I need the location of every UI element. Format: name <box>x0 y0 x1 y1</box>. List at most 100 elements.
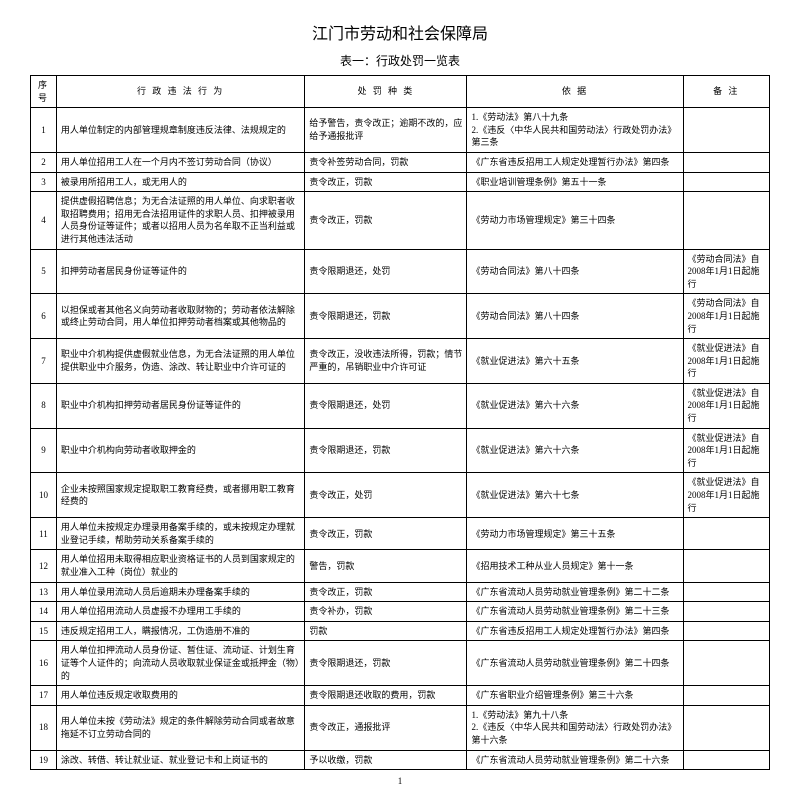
cell-note: 《就业促进法》自2008年1月1日起施行 <box>683 339 769 384</box>
cell-num: 9 <box>31 428 57 473</box>
cell-penalty: 责令补办，罚款 <box>305 602 467 622</box>
cell-basis: 《就业促进法》第六十七条 <box>467 473 683 518</box>
cell-basis: 《就业促进法》第六十六条 <box>467 428 683 473</box>
cell-penalty: 责令改正，没收违法所得，罚款；情节严重的，吊销职业中介许可证 <box>305 339 467 384</box>
table-row: 5扣押劳动者居民身份证等证件的责令限期退还，处罚《劳动合同法》第八十四条《劳动合… <box>31 249 770 294</box>
cell-basis: 《广东省流动人员劳动就业管理条例》第二十三条 <box>467 602 683 622</box>
cell-note <box>683 621 769 641</box>
table-row: 4提供虚假招聘信息；为无合法证照的用人单位、向求职者收取招聘费用；招用无合法招用… <box>31 192 770 249</box>
cell-num: 2 <box>31 152 57 172</box>
page-title: 江门市劳动和社会保障局 <box>30 20 770 44</box>
cell-penalty: 给予警告，责令改正；逾期不改的，应给予通报批评 <box>305 108 467 153</box>
cell-basis: 《广东省流动人员劳动就业管理条例》第二十二条 <box>467 582 683 602</box>
header-action: 行 政 违 法 行 为 <box>56 76 304 108</box>
cell-basis: 《广东省违反招用工人规定处理暂行办法》第四条 <box>467 152 683 172</box>
table-row: 12用人单位招用未取得相应职业资格证书的人员到国家规定的就业准入工种（岗位）就业… <box>31 550 770 582</box>
cell-note <box>683 172 769 192</box>
cell-action: 用人单位录用流动人员后逾期未办理备案手续的 <box>56 582 304 602</box>
cell-action: 扣押劳动者居民身份证等证件的 <box>56 249 304 294</box>
cell-note: 《劳动合同法》自2008年1月1日起施行 <box>683 249 769 294</box>
cell-action: 企业未按照国家规定提取职工教育经费，或者挪用职工教育经费的 <box>56 473 304 518</box>
cell-num: 1 <box>31 108 57 153</box>
penalty-table: 序号 行 政 违 法 行 为 处 罚 种 类 依 据 备 注 1用人单位制定的内… <box>30 75 770 770</box>
cell-penalty: 责令改正，通报批评 <box>305 705 467 750</box>
cell-num: 3 <box>31 172 57 192</box>
cell-note <box>683 686 769 706</box>
cell-action: 用人单位扣押流动人员身份证、暂住证、流动证、计划生育证等个人证件的；向流动人员收… <box>56 641 304 686</box>
cell-action: 用人单位违反规定收取费用的 <box>56 686 304 706</box>
cell-action: 用人单位未按规定办理录用备案手续的，或未按规定办理就业登记手续，帮助劳动关系备案… <box>56 518 304 550</box>
cell-action: 职业中介机构扣押劳动者居民身份证等证件的 <box>56 383 304 428</box>
cell-action: 职业中介机构提供虚假就业信息，为无合法证照的用人单位提供职业中介服务，伪造、涂改… <box>56 339 304 384</box>
cell-penalty: 责令限期退还，处罚 <box>305 249 467 294</box>
cell-action: 被录用所招用工人，或无用人的 <box>56 172 304 192</box>
cell-basis: 1.《劳动法》第八十九条 2.《违反〈中华人民共和国劳动法〉行政处罚办法》第三条 <box>467 108 683 153</box>
table-row: 18用人单位未按《劳动法》规定的条件解除劳动合同或者故意拖延不订立劳动合同的责令… <box>31 705 770 750</box>
cell-note <box>683 192 769 249</box>
cell-penalty: 责令改正，罚款 <box>305 192 467 249</box>
cell-basis: 1.《劳动法》第九十八条 2.《违反〈中华人民共和国劳动法〉行政处罚办法》第十六… <box>467 705 683 750</box>
cell-num: 4 <box>31 192 57 249</box>
cell-action: 用人单位招用工人在一个月内不签订劳动合同（协议） <box>56 152 304 172</box>
header-note: 备 注 <box>683 76 769 108</box>
cell-action: 涂改、转借、转让就业证、就业登记卡和上岗证书的 <box>56 750 304 770</box>
cell-num: 5 <box>31 249 57 294</box>
cell-num: 8 <box>31 383 57 428</box>
cell-penalty: 责令补签劳动合同，罚款 <box>305 152 467 172</box>
cell-num: 10 <box>31 473 57 518</box>
cell-action: 用人单位招用未取得相应职业资格证书的人员到国家规定的就业准入工种（岗位）就业的 <box>56 550 304 582</box>
cell-basis: 《就业促进法》第六十六条 <box>467 383 683 428</box>
cell-action: 以担保或者其他名义向劳动者收取财物的；劳动者依法解除或终止劳动合同，用人单位扣押… <box>56 294 304 339</box>
cell-num: 15 <box>31 621 57 641</box>
cell-note <box>683 152 769 172</box>
table-row: 15违反规定招用工人，瞒报情况，工伪造册不准的罚款《广东省违反招用工人规定处理暂… <box>31 621 770 641</box>
cell-basis: 《职业培训管理条例》第五十一条 <box>467 172 683 192</box>
cell-penalty: 责令限期退还收取的费用，罚款 <box>305 686 467 706</box>
table-row: 11用人单位未按规定办理录用备案手续的，或未按规定办理就业登记手续，帮助劳动关系… <box>31 518 770 550</box>
page-number: 1 <box>30 776 770 786</box>
cell-basis: 《劳动合同法》第八十四条 <box>467 249 683 294</box>
cell-num: 16 <box>31 641 57 686</box>
cell-num: 7 <box>31 339 57 384</box>
cell-penalty: 责令改正，罚款 <box>305 582 467 602</box>
cell-penalty: 责令限期退还，罚款 <box>305 428 467 473</box>
cell-action: 用人单位招用流动人员虚报不办理用工手续的 <box>56 602 304 622</box>
cell-note: 《劳动合同法》自2008年1月1日起施行 <box>683 294 769 339</box>
cell-basis: 《招用技术工种从业人员规定》第十一条 <box>467 550 683 582</box>
table-row: 3被录用所招用工人，或无用人的责令改正，罚款《职业培训管理条例》第五十一条 <box>31 172 770 192</box>
table-row: 8职业中介机构扣押劳动者居民身份证等证件的责令限期退还，处罚《就业促进法》第六十… <box>31 383 770 428</box>
cell-basis: 《就业促进法》第六十五条 <box>467 339 683 384</box>
cell-num: 6 <box>31 294 57 339</box>
header-penalty: 处 罚 种 类 <box>305 76 467 108</box>
table-row: 17用人单位违反规定收取费用的责令限期退还收取的费用，罚款《广东省职业介绍管理条… <box>31 686 770 706</box>
cell-penalty: 责令限期退还，罚款 <box>305 641 467 686</box>
table-row: 13用人单位录用流动人员后逾期未办理备案手续的责令改正，罚款《广东省流动人员劳动… <box>31 582 770 602</box>
table-row: 1用人单位制定的内部管理规章制度违反法律、法规规定的给予警告，责令改正；逾期不改… <box>31 108 770 153</box>
cell-num: 13 <box>31 582 57 602</box>
cell-note <box>683 518 769 550</box>
table-row: 2用人单位招用工人在一个月内不签订劳动合同（协议）责令补签劳动合同，罚款《广东省… <box>31 152 770 172</box>
cell-num: 12 <box>31 550 57 582</box>
cell-note: 《就业促进法》自2008年1月1日起施行 <box>683 428 769 473</box>
cell-basis: 《广东省职业介绍管理条例》第三十六条 <box>467 686 683 706</box>
table-row: 19涂改、转借、转让就业证、就业登记卡和上岗证书的予以收缴，罚款《广东省流动人员… <box>31 750 770 770</box>
header-num: 序号 <box>31 76 57 108</box>
table-row: 9职业中介机构向劳动者收取押金的责令限期退还，罚款《就业促进法》第六十六条《就业… <box>31 428 770 473</box>
cell-action: 提供虚假招聘信息；为无合法证照的用人单位、向求职者收取招聘费用；招用无合法招用证… <box>56 192 304 249</box>
cell-num: 14 <box>31 602 57 622</box>
cell-note <box>683 108 769 153</box>
cell-note <box>683 750 769 770</box>
cell-note <box>683 602 769 622</box>
cell-penalty: 责令限期退还，罚款 <box>305 294 467 339</box>
cell-note: 《就业促进法》自2008年1月1日起施行 <box>683 473 769 518</box>
cell-penalty: 警告，罚款 <box>305 550 467 582</box>
cell-penalty: 予以收缴，罚款 <box>305 750 467 770</box>
cell-action: 职业中介机构向劳动者收取押金的 <box>56 428 304 473</box>
table-row: 7职业中介机构提供虚假就业信息，为无合法证照的用人单位提供职业中介服务，伪造、涂… <box>31 339 770 384</box>
cell-note <box>683 641 769 686</box>
cell-note: 《就业促进法》自2008年1月1日起施行 <box>683 383 769 428</box>
cell-penalty: 责令改正，罚款 <box>305 518 467 550</box>
header-basis: 依 据 <box>467 76 683 108</box>
cell-basis: 《劳动力市场管理规定》第三十四条 <box>467 192 683 249</box>
cell-note <box>683 582 769 602</box>
